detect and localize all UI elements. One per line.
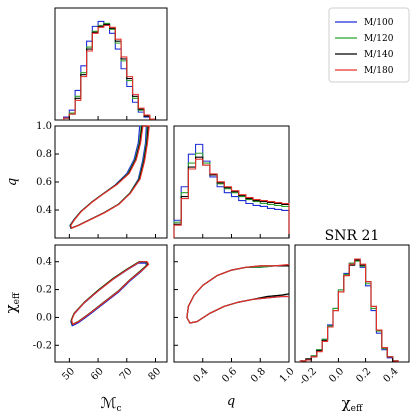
- hist-q-M180: [173, 158, 290, 238]
- mc-symbol: ℳ: [100, 394, 116, 412]
- panel-chi-vs-mc: [54, 244, 168, 363]
- x-axis-label-mc: ℳc: [100, 394, 121, 414]
- legend-frame: [328, 7, 410, 83]
- legend-label-m140: M/140: [364, 50, 394, 60]
- legend: M/100 M/120 M/140 M/180: [328, 7, 410, 83]
- hist-chi-M180: [299, 258, 399, 362]
- chi-ylabel-subscript: eff: [12, 292, 22, 304]
- y-tick-label-q: 0.8: [36, 149, 52, 160]
- q-symbol: q: [227, 394, 235, 409]
- y-axis-label-q: q: [5, 178, 20, 186]
- contour-chi_vs_mc-M180: [71, 261, 150, 325]
- contour-chi_vs_q-M180: [186, 263, 290, 324]
- y-tick-label-chi: 0.0: [36, 312, 52, 323]
- plot-layer: [63, 20, 399, 362]
- legend-label-m180: M/180: [364, 66, 394, 76]
- y-tick-label-chi: 0.2: [36, 285, 52, 296]
- contour-q_vs_mc-M180: [70, 125, 150, 229]
- y-tick-label-q: 1.0: [36, 121, 52, 132]
- y-tick-label-q: 0.6: [36, 177, 52, 188]
- chi-subscript: eff: [351, 404, 363, 414]
- x-axis-label-chi: χeff: [342, 394, 363, 414]
- q-ylabel-symbol: q: [5, 178, 20, 186]
- y-tick-label-q: 0.4: [36, 205, 52, 216]
- y-tick-label-chi: 0.4: [36, 257, 52, 268]
- chart-title: SNR 21: [325, 228, 380, 244]
- legend-label-m120: M/120: [364, 34, 394, 44]
- hist-q-M100: [173, 143, 290, 238]
- chi-ylabel-symbol: χ: [2, 304, 20, 313]
- chi-symbol: χ: [342, 394, 351, 412]
- legend-label-m100: M/100: [364, 18, 394, 28]
- mc-subscript: c: [117, 404, 122, 414]
- x-axis-label-q: q: [227, 394, 235, 409]
- y-tick-label-chi: -0.2: [33, 340, 52, 351]
- panel-chi-histogram: [294, 244, 410, 363]
- hist-mc-M180: [63, 24, 157, 120]
- y-axis-label-chi: χeff: [2, 292, 22, 313]
- panel-mc-histogram: [54, 7, 168, 121]
